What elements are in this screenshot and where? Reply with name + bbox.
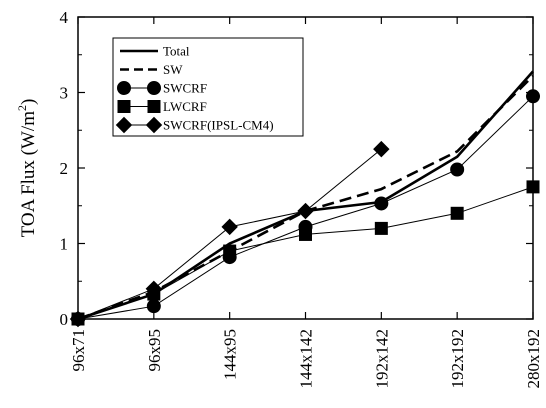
legend-box <box>112 37 304 137</box>
data-point-lwcrf <box>374 221 388 235</box>
data-point-lwcrf <box>299 227 312 241</box>
legend-marker-swcrf-ipsl-cm4 <box>145 116 163 134</box>
x-tick-label: 144x95 <box>221 329 240 380</box>
data-point-lwcrf <box>450 206 464 220</box>
legend-label-sw: SW <box>163 62 183 77</box>
y-axis-title-main: TOA Flux (W/m <box>18 111 39 238</box>
x-tick-label: 192x142 <box>372 329 391 389</box>
y-tick-label: 0 <box>60 310 69 329</box>
y-tick-label: 2 <box>60 159 69 178</box>
x-tick-label: 96x95 <box>145 329 164 372</box>
legend-label-lwcrf: LWCRF <box>163 99 207 114</box>
series-swcrf-ipsl-cm4 <box>69 140 390 328</box>
y-axis-title-superscript: 2 <box>15 105 29 111</box>
legend-marker-swcrf <box>147 81 161 95</box>
series-layer <box>69 70 540 328</box>
y-axis-title: TOA Flux (W/m2) <box>15 99 39 238</box>
data-point-swcrf <box>526 89 540 104</box>
x-tick-label: 280x192 <box>524 329 543 389</box>
series-lwcrf <box>71 180 540 326</box>
legend-label-swcrf: SWCRF <box>163 81 207 96</box>
legend: Total SW SWCRF LWCRF SWCRF(IPSL-CM4) <box>112 37 304 137</box>
legend-marker-lwcrf <box>117 100 131 113</box>
legend-marker-lwcrf <box>147 100 161 113</box>
data-point-swcrf-ipsl-cm4 <box>69 310 87 328</box>
data-point-swcrf-ipsl-cm4 <box>145 280 163 298</box>
data-point-swcrf-ipsl-cm4 <box>297 202 314 220</box>
legend-marker-swcrf <box>117 81 131 95</box>
data-point-swcrf <box>146 299 161 314</box>
x-axis: 96x71 96x95 144x95 144x142 192x142 192x192 280… <box>69 17 543 389</box>
y-tick-label: 1 <box>60 235 69 254</box>
data-point-lwcrf <box>526 180 540 194</box>
data-point-swcrf <box>374 196 389 211</box>
x-tick-label: 96x71 <box>69 329 88 372</box>
x-tick-label: 192x192 <box>448 329 467 389</box>
legend-label-total: Total <box>163 44 190 59</box>
data-point-swcrf-ipsl-cm4 <box>373 140 390 158</box>
legend-marker-swcrf-ipsl-cm4 <box>115 116 133 134</box>
legend-label-swcrf-ipsl-cm4: SWCRF(IPSL-CM4) <box>163 118 274 133</box>
data-point-swcrf <box>450 162 465 177</box>
y-axis: 0 1 2 3 4 <box>60 8 533 329</box>
y-tick-label: 3 <box>60 84 69 103</box>
data-point-swcrf-ipsl-cm4 <box>221 218 238 236</box>
y-tick-label: 4 <box>60 8 69 27</box>
x-tick-label: 144x142 <box>297 329 316 389</box>
data-point-lwcrf <box>223 244 237 258</box>
y-axis-title-close: ) <box>18 99 39 105</box>
